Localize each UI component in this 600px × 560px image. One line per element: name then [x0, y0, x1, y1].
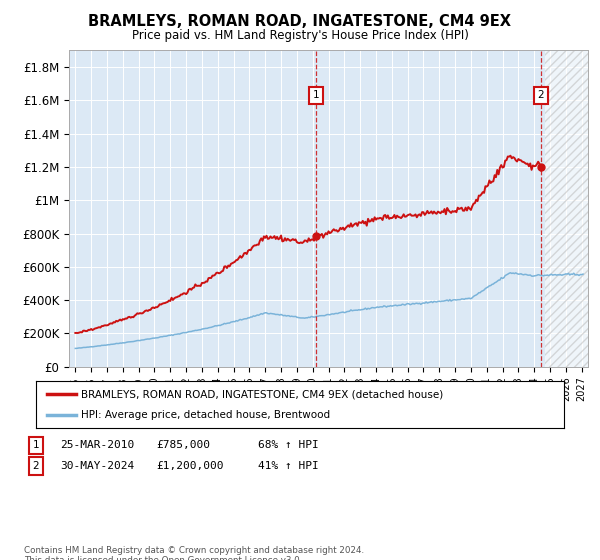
Text: £785,000: £785,000: [156, 440, 210, 450]
Bar: [545, 50, 590, 367]
Text: HPI: Average price, detached house, Brentwood: HPI: Average price, detached house, Bren…: [81, 410, 330, 420]
Text: £1,200,000: £1,200,000: [156, 461, 223, 471]
Text: 2: 2: [538, 90, 544, 100]
Text: 25-MAR-2010: 25-MAR-2010: [60, 440, 134, 450]
Text: 30-MAY-2024: 30-MAY-2024: [60, 461, 134, 471]
Text: 1: 1: [32, 440, 40, 450]
Text: Price paid vs. HM Land Registry's House Price Index (HPI): Price paid vs. HM Land Registry's House …: [131, 29, 469, 42]
Text: BRAMLEYS, ROMAN ROAD, INGATESTONE, CM4 9EX (detached house): BRAMLEYS, ROMAN ROAD, INGATESTONE, CM4 9…: [81, 389, 443, 399]
Text: BRAMLEYS, ROMAN ROAD, INGATESTONE, CM4 9EX: BRAMLEYS, ROMAN ROAD, INGATESTONE, CM4 9…: [89, 14, 511, 29]
Text: 1: 1: [313, 90, 320, 100]
Text: 41% ↑ HPI: 41% ↑ HPI: [258, 461, 319, 471]
Text: Contains HM Land Registry data © Crown copyright and database right 2024.
This d: Contains HM Land Registry data © Crown c…: [24, 546, 364, 560]
Text: 2: 2: [32, 461, 40, 471]
Text: 68% ↑ HPI: 68% ↑ HPI: [258, 440, 319, 450]
